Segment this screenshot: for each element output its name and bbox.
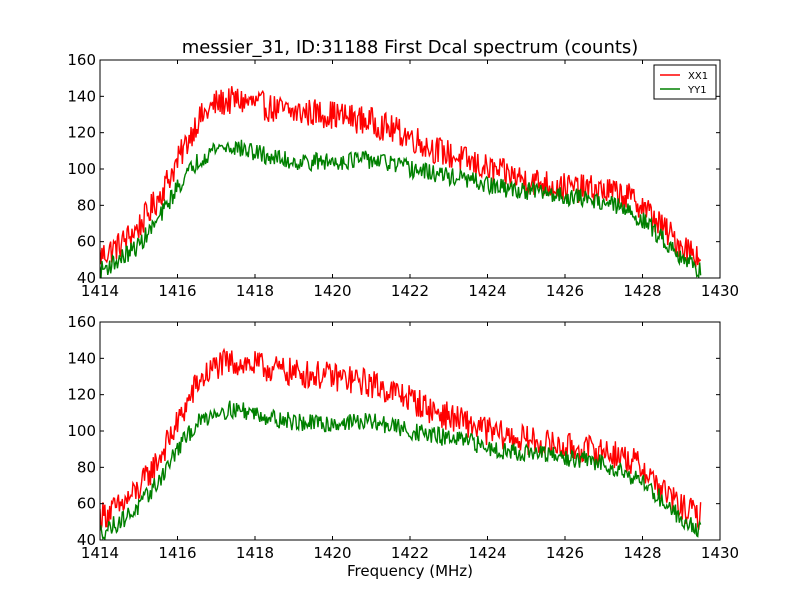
y-tick-label: 140 (67, 87, 96, 105)
y-tick-label: 60 (77, 233, 96, 251)
x-tick-label: 1430 (701, 282, 739, 300)
x-tick-label: 1418 (236, 544, 274, 562)
x-axis-label: Frequency (MHz) (347, 562, 473, 580)
series-line-green (100, 400, 702, 540)
series-line-xx1 (100, 86, 702, 268)
series-line-red (100, 347, 702, 531)
y-tick-label: 100 (67, 160, 96, 178)
legend-box (653, 64, 717, 100)
x-tick-label: 1420 (313, 282, 351, 300)
y-tick-label: 160 (67, 313, 96, 331)
x-tick-label: 1414 (81, 282, 119, 300)
y-tick-label: 80 (77, 458, 96, 476)
chart-title: messier_31, ID:31188 First Dcal spectrum… (182, 37, 639, 58)
top-panel: 1414 1416 1418 1420 1422 1424 1426 1428 1430 40 60… (67, 51, 739, 300)
x-tick-label: 1428 (623, 282, 661, 300)
x-tick-label: 1422 (391, 282, 429, 300)
y-tick-label: 40 (77, 531, 96, 549)
series-line-yy1 (100, 139, 702, 278)
y-tick-label: 40 (77, 269, 96, 287)
y-tick-label: 100 (67, 422, 96, 440)
legend-label: YY1 (687, 85, 707, 96)
x-tick-label: 1416 (158, 544, 196, 562)
bottom-panel: 1414 1416 1418 1420 1422 1424 1426 1428 1430 40 60… (67, 313, 739, 562)
x-tick-label: 1416 (158, 282, 196, 300)
x-tick-label: 1422 (391, 544, 429, 562)
x-tick-label: 1420 (313, 544, 351, 562)
y-tick-label: 80 (77, 196, 96, 214)
y-tick-label: 120 (67, 124, 96, 142)
x-tick-label: 1418 (236, 282, 274, 300)
x-tick-label: 1424 (468, 544, 506, 562)
x-tick-label: 1424 (468, 282, 506, 300)
x-tick-label: 1430 (701, 544, 739, 562)
x-tick-label: 1426 (546, 282, 584, 300)
x-tick-label: 1414 (81, 544, 119, 562)
y-tick-label: 60 (77, 495, 96, 513)
legend-label: XX1 (688, 71, 708, 82)
x-tick-label: 1428 (623, 544, 661, 562)
y-tick-label: 140 (67, 349, 96, 367)
y-tick-label: 160 (67, 51, 96, 69)
x-tick-label: 1426 (546, 544, 584, 562)
y-tick-label: 120 (67, 386, 96, 404)
